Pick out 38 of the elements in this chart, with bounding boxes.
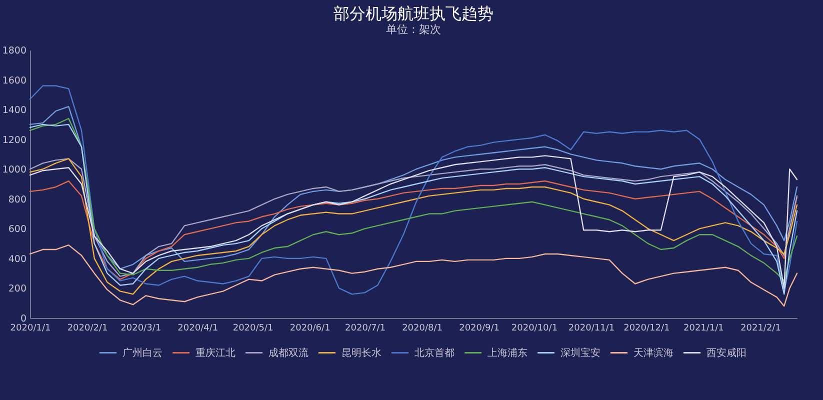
x-tick-label: 2020/10/1 xyxy=(511,324,558,334)
line-series xyxy=(29,244,798,307)
legend-label: 上海浦东 xyxy=(488,346,528,359)
x-tick-label: 2020/1/1 xyxy=(10,324,51,334)
x-tick-label: 2020/2/1 xyxy=(67,324,108,334)
x-tick-label: 2020/3/1 xyxy=(120,324,162,334)
legend-label: 成都双流 xyxy=(268,346,308,359)
y-tick-label: 200 xyxy=(8,284,26,295)
y-tick-label: 0 xyxy=(20,314,26,324)
legend-label: 广州白云 xyxy=(122,346,162,359)
chart-subtitle: 单位：架次 xyxy=(386,23,441,36)
y-tick-label: 1000 xyxy=(2,164,26,176)
y-tick-label: 1400 xyxy=(2,105,26,116)
line-series xyxy=(29,180,798,280)
y-tick-label: 1200 xyxy=(2,134,26,146)
legend-label: 天津滨海 xyxy=(634,346,674,359)
x-tick-label: 2020/4/1 xyxy=(178,324,218,334)
x-tick-label: 2020/9/1 xyxy=(459,324,500,334)
x-tick-label: 2020/8/1 xyxy=(402,324,442,334)
y-tick-label: 600 xyxy=(8,224,26,236)
x-tick-label: 2021/2/1 xyxy=(740,324,781,334)
legend-label: 北京首都 xyxy=(414,346,454,359)
y-tick-label: 1800 xyxy=(2,46,26,56)
chart-title: 部分机场航班执飞趋势 xyxy=(334,4,494,23)
x-tick-label: 2021/1/1 xyxy=(683,324,724,334)
legend-label: 西安咸阳 xyxy=(706,346,746,359)
x-tick-label: 2020/12/1 xyxy=(624,324,670,334)
y-tick-label: 400 xyxy=(8,254,26,265)
legend-label: 昆明长水 xyxy=(342,346,382,359)
y-tick-label: 1600 xyxy=(2,75,26,86)
x-tick-label: 2020/11/1 xyxy=(568,324,615,334)
x-tick-label: 2020/6/1 xyxy=(290,324,330,334)
legend-label: 深圳宝安 xyxy=(560,346,600,359)
y-tick-label: 800 xyxy=(8,194,26,206)
line-series xyxy=(29,85,798,295)
x-tick-label: 2020/5/1 xyxy=(232,324,274,334)
x-tick-label: 2020/7/1 xyxy=(345,324,386,334)
legend-label: 重庆江北 xyxy=(196,346,236,359)
